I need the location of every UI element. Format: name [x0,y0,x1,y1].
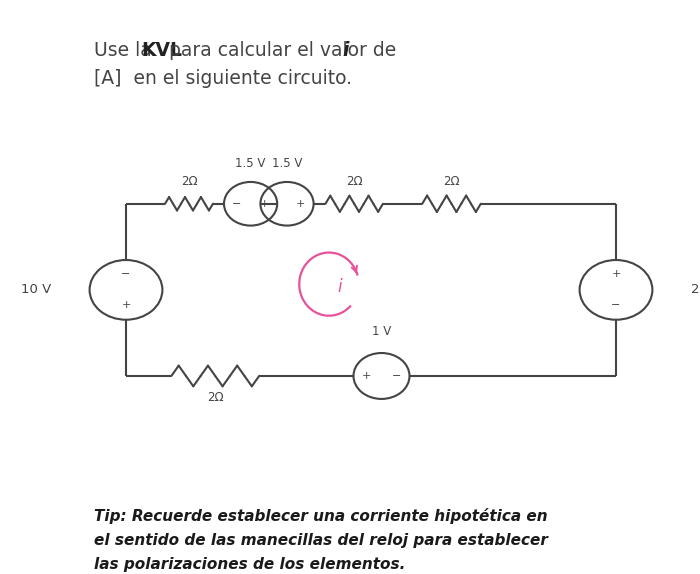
Text: +: + [363,371,372,381]
Text: +: + [121,300,131,311]
Text: $i$: $i$ [337,278,344,296]
Text: 2 V: 2 V [691,284,700,296]
Text: 1 V: 1 V [372,325,391,338]
Text: 2Ω: 2Ω [443,176,460,188]
Text: KVL: KVL [141,41,182,60]
Text: 2Ω: 2Ω [181,176,197,188]
Text: [A]  en el siguiente circuito.: [A] en el siguiente circuito. [94,69,353,88]
Text: +: + [611,269,621,280]
Text: −: − [232,199,241,209]
Text: −: − [121,269,131,280]
Text: Use la: Use la [94,41,158,60]
Text: Tip: Recuerde establecer una corriente hipotética en
el sentido de las manecilla: Tip: Recuerde establecer una corriente h… [94,508,548,572]
Text: +: + [260,199,269,209]
Text: i: i [343,41,349,60]
Text: −: − [611,300,621,311]
Text: 1.5 V: 1.5 V [272,157,302,170]
Text: 1.5 V: 1.5 V [235,157,266,170]
Text: −: − [391,371,400,381]
Text: 10 V: 10 V [21,284,51,296]
Text: 2Ω: 2Ω [346,176,363,188]
Text: 2Ω: 2Ω [207,391,223,404]
Text: +: + [296,199,305,209]
Text: −: − [269,199,278,209]
Text: para calcular el valor de: para calcular el valor de [163,41,402,60]
